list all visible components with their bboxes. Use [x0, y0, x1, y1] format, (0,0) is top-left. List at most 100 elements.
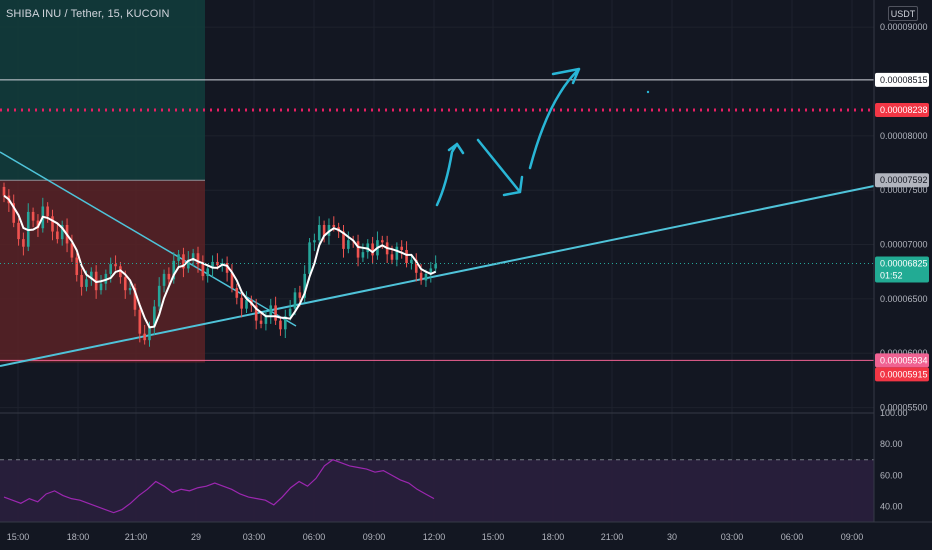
price-tick-label: 0.00007000	[880, 240, 928, 250]
candle-body	[167, 273, 171, 280]
long-position-loss-zone	[0, 180, 205, 363]
drawing-arrow-3	[528, 67, 581, 170]
rsi-tick-label: 60.00	[880, 470, 903, 480]
candle-body	[390, 254, 394, 260]
candle-body	[254, 305, 258, 321]
candle-body	[240, 297, 243, 309]
candle-body	[187, 259, 190, 269]
candle-body	[303, 273, 306, 298]
candle-body	[119, 266, 122, 278]
candle-body	[128, 288, 132, 291]
candle-body	[51, 216, 54, 232]
candle-body	[70, 243, 74, 258]
candle-body	[104, 273, 108, 284]
candle-body	[424, 273, 428, 281]
candle-body	[2, 186, 6, 196]
candle-body	[211, 261, 214, 269]
drawing-arrow-2	[476, 138, 524, 197]
price-label-text: 0.00005915	[880, 369, 928, 379]
candle-body	[400, 246, 403, 250]
candle-body	[347, 240, 350, 249]
candle-body	[22, 239, 25, 247]
candle-body	[17, 222, 20, 240]
candle-body	[85, 279, 88, 287]
rsi-tick-label: 40.00	[880, 501, 903, 511]
time-tick-label: 06:00	[303, 532, 326, 542]
currency-selector-button[interactable]: USDT	[888, 6, 918, 21]
time-tick-label: 21:00	[601, 532, 624, 542]
candle-body	[308, 242, 311, 274]
drawing-arrow-1	[435, 142, 465, 207]
rsi-line	[3, 459, 435, 514]
candle-body	[264, 315, 268, 324]
candle-body	[172, 260, 176, 280]
price-label-badge	[875, 353, 929, 368]
time-tick-label: 12:00	[423, 532, 446, 542]
time-tick-label: 30	[667, 532, 677, 542]
price-label-badge	[875, 102, 929, 117]
candle-body	[313, 240, 316, 243]
time-tick-label: 06:00	[781, 532, 804, 542]
candle-body	[133, 288, 137, 310]
candle-body	[99, 283, 103, 291]
time-tick-label: 03:00	[243, 532, 266, 542]
candle-body	[245, 299, 248, 309]
candle-body	[206, 268, 209, 277]
price-tick-label: 0.00005500	[880, 403, 928, 413]
candle-body	[293, 292, 297, 309]
candle-body	[36, 220, 40, 229]
rsi-tick-label: 80.00	[880, 439, 903, 449]
candle-body	[123, 277, 127, 291]
rsi-tick-label: 100.00	[880, 408, 908, 418]
candle-body	[405, 249, 408, 264]
candle-body	[395, 246, 399, 260]
candle-body	[381, 240, 384, 243]
candle-body	[157, 285, 161, 307]
candle-body	[75, 257, 79, 275]
candle-body	[12, 203, 15, 223]
candle-body	[153, 306, 156, 327]
candle-body	[284, 316, 287, 330]
candle-body	[332, 224, 336, 228]
candle-body	[216, 261, 219, 266]
candle-body	[288, 308, 292, 317]
candle-body	[225, 263, 229, 273]
candle-body	[356, 241, 360, 258]
drawing-dot	[646, 90, 650, 94]
time-tick-label: 21:00	[125, 532, 148, 542]
candle-body	[109, 264, 112, 274]
candle-body	[317, 224, 321, 241]
candle-body	[279, 320, 282, 330]
candle-body	[196, 253, 200, 265]
time-tick-label: 15:00	[7, 532, 30, 542]
candle-body	[46, 206, 49, 217]
time-tick-label: 03:00	[721, 532, 744, 542]
price-tick-label: 0.00006500	[880, 294, 928, 304]
time-tick-label: 15:00	[482, 532, 505, 542]
candle-body	[235, 288, 239, 298]
price-label-badge	[875, 256, 929, 283]
candle-body	[182, 254, 185, 269]
candle-body	[60, 224, 64, 240]
candle-body	[162, 273, 166, 286]
price-label-text: 0.00008238	[880, 105, 928, 115]
long-position-profit-zone	[0, 0, 205, 181]
candle-body	[410, 259, 413, 264]
price-tick-label: 0.00009000	[880, 22, 928, 32]
time-tick-label: 18:00	[67, 532, 90, 542]
price-countdown: 01:52	[880, 271, 903, 281]
price-tick-label: 0.00007500	[880, 185, 928, 195]
candle-body	[342, 231, 345, 249]
candle-body	[80, 274, 83, 287]
price-label-text: 0.00006825	[880, 259, 928, 269]
candle-body	[434, 264, 437, 269]
price-label-text: 0.00005934	[880, 355, 928, 365]
candle-body	[269, 305, 273, 316]
candle-body	[429, 268, 433, 274]
rsi-band	[0, 459, 874, 522]
candle-body	[259, 320, 263, 324]
candle-body	[361, 252, 365, 258]
candle-body	[191, 253, 195, 260]
moving-average-line	[3, 194, 437, 329]
